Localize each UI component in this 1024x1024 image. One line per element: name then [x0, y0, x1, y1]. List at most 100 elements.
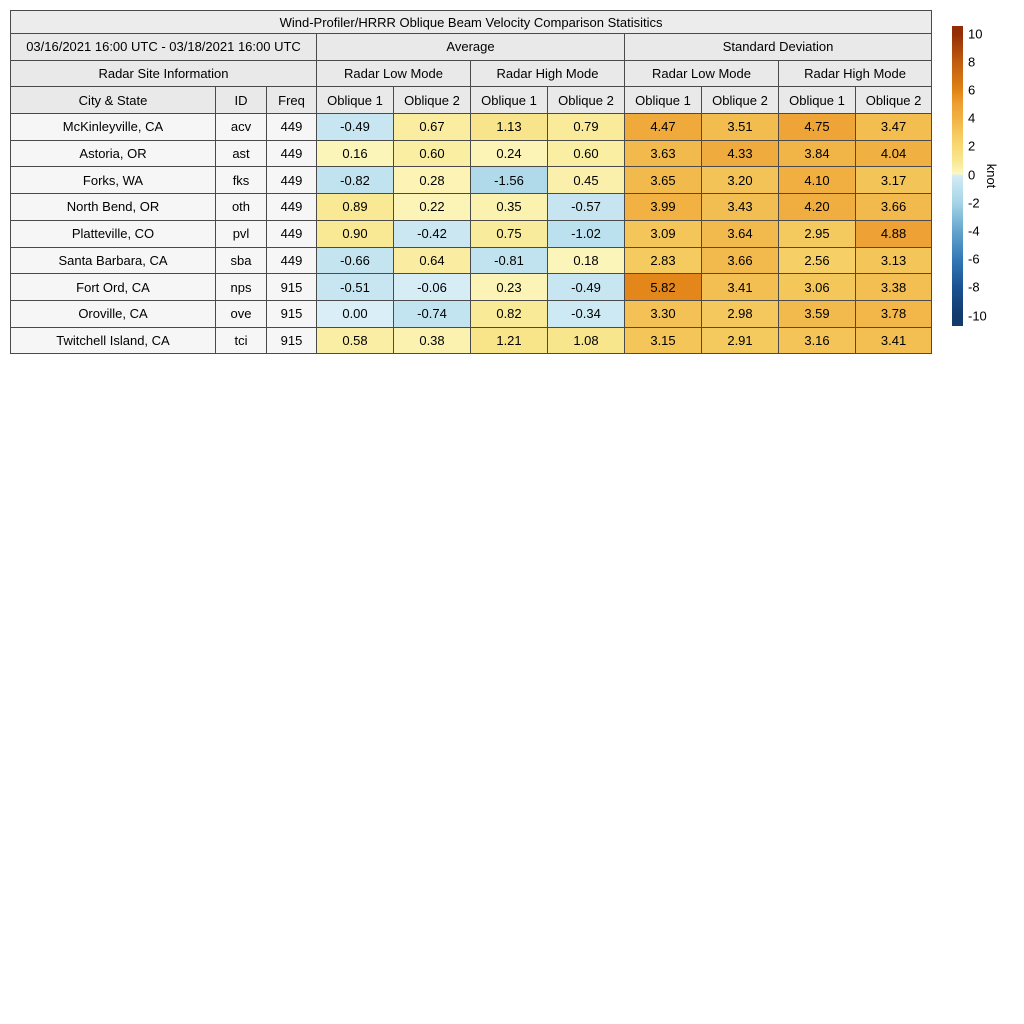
value-cell: 0.18 — [547, 246, 625, 275]
value-cell: 3.47 — [854, 113, 933, 141]
value-cell: 0.00 — [316, 299, 394, 328]
freq-cell: 449 — [266, 166, 317, 195]
date-range: 03/16/2021 16:00 UTC - 03/18/2021 16:00 … — [10, 33, 317, 61]
col-header-oblique1: Oblique 1 — [778, 86, 856, 115]
value-cell: -0.06 — [393, 273, 471, 301]
value-cell: 3.65 — [624, 166, 702, 195]
value-cell: 1.08 — [547, 326, 625, 355]
value-cell: 0.75 — [470, 219, 548, 248]
freq-cell: 915 — [266, 326, 317, 355]
table-header: Wind-Profiler/HRRR Oblique Beam Velocity… — [9, 10, 933, 115]
freq-cell: 449 — [266, 139, 317, 168]
value-cell: 0.35 — [470, 193, 548, 221]
colorbar-tick-label: 2 — [968, 138, 976, 154]
table-row: Fort Ord, CA nps 915 -0.51 -0.06 0.23 -0.49 5.8… — [10, 273, 933, 301]
value-cell: 3.63 — [624, 139, 702, 168]
colorbar-tick-label: -2 — [968, 195, 980, 211]
table-body: McKinleyville, CA acv 449 -0.49 0.67 1.13 0.79… — [10, 113, 933, 355]
value-cell: -0.51 — [316, 273, 394, 301]
colorbar-tick-label: 0 — [968, 167, 976, 182]
table-row: Astoria, OR ast 449 0.16 0.60 0.24 0.60 3.63 4.3… — [10, 139, 933, 168]
colorbar-tick-label: -8 — [968, 279, 980, 295]
value-cell: -0.34 — [547, 299, 625, 328]
col-header-city-state: City & State — [10, 86, 216, 115]
city-cell: McKinleyville, CA — [10, 113, 216, 141]
value-cell: 3.30 — [624, 299, 702, 328]
value-cell: 3.78 — [854, 299, 933, 328]
value-cell: 0.38 — [393, 326, 471, 355]
value-cell: 3.41 — [854, 326, 933, 355]
id-cell: ast — [215, 139, 267, 168]
col-header-oblique1: Oblique 1 — [316, 86, 394, 115]
col-header-oblique1: Oblique 1 — [470, 86, 548, 115]
value-cell: 4.88 — [854, 219, 933, 248]
value-cell: 0.58 — [316, 326, 394, 355]
stats-table: Wind-Profiler/HRRR Oblique Beam Velocity… — [9, 10, 933, 355]
col-header-oblique2: Oblique 2 — [393, 86, 471, 115]
value-cell: 0.90 — [316, 219, 394, 248]
value-cell: 0.16 — [316, 139, 394, 168]
id-cell: fks — [215, 166, 267, 195]
value-cell: 5.82 — [624, 273, 702, 301]
colorbar-gradient — [952, 26, 963, 326]
id-cell: ove — [215, 299, 267, 328]
value-cell: 4.33 — [701, 139, 779, 168]
value-cell: -0.74 — [393, 299, 471, 328]
section-header-radar-site: Radar Site Information — [10, 59, 317, 88]
value-cell: 2.83 — [624, 246, 702, 275]
value-cell: 4.75 — [778, 113, 856, 141]
value-cell: 3.20 — [701, 166, 779, 195]
table-row: McKinleyville, CA acv 449 -0.49 0.67 1.13 0.79… — [10, 113, 933, 141]
value-cell: 1.13 — [470, 113, 548, 141]
mode-header-avg-high: Radar High Mode — [470, 59, 625, 88]
col-header-oblique2: Oblique 2 — [854, 86, 933, 115]
value-cell: 3.41 — [701, 273, 779, 301]
value-cell: -0.49 — [547, 273, 625, 301]
colorbar-tick-label: 10 — [968, 26, 983, 41]
value-cell: 0.60 — [393, 139, 471, 168]
colorbar-unit-label: knot — [984, 163, 999, 189]
value-cell: 3.59 — [778, 299, 856, 328]
city-cell: Astoria, OR — [10, 139, 216, 168]
value-cell: 3.99 — [624, 193, 702, 221]
id-cell: tci — [215, 326, 267, 355]
value-cell: 3.66 — [701, 246, 779, 275]
value-cell: 0.82 — [470, 299, 548, 328]
value-cell: 3.43 — [701, 193, 779, 221]
col-header-freq: Freq — [266, 86, 317, 115]
value-cell: 0.67 — [393, 113, 471, 141]
value-cell: 3.17 — [854, 166, 933, 195]
group-header-std: Standard Deviation — [623, 33, 933, 61]
value-cell: 4.20 — [778, 193, 856, 221]
value-cell: 4.47 — [624, 113, 702, 141]
mode-header-std-low: Radar Low Mode — [624, 59, 779, 88]
value-cell: 3.06 — [778, 273, 856, 301]
city-cell: Platteville, CO — [10, 219, 216, 248]
value-cell: 4.04 — [854, 139, 933, 168]
value-cell: -0.81 — [470, 246, 548, 275]
value-cell: -1.02 — [547, 219, 625, 248]
value-cell: 0.24 — [470, 139, 548, 168]
value-cell: 0.45 — [547, 166, 625, 195]
id-cell: pvl — [215, 219, 267, 248]
table-row: Platteville, CO pvl 449 0.90 -0.42 0.75 -1.02 3… — [10, 219, 933, 248]
column-header-row: City & State ID Freq Oblique 1 Oblique 2… — [10, 86, 933, 115]
colorbar-tick-label: -4 — [968, 223, 980, 239]
col-header-oblique1: Oblique 1 — [624, 86, 702, 115]
id-cell: sba — [215, 246, 267, 275]
value-cell: 3.64 — [701, 219, 779, 248]
freq-cell: 449 — [266, 193, 317, 221]
table-row: Forks, WA fks 449 -0.82 0.28 -1.56 0.45 3.65 3.2… — [10, 166, 933, 195]
id-cell: acv — [215, 113, 267, 141]
col-header-oblique2: Oblique 2 — [547, 86, 625, 115]
value-cell: 4.10 — [778, 166, 856, 195]
colorbar-tick-label: 6 — [968, 82, 976, 98]
colorbar-tick-label: 8 — [968, 54, 976, 70]
mode-header-avg-low: Radar Low Mode — [316, 59, 471, 88]
table-row: Twitchell Island, CA tci 915 0.58 0.38 1.21 1.… — [10, 326, 933, 355]
value-cell: 3.51 — [701, 113, 779, 141]
city-cell: Fort Ord, CA — [10, 273, 216, 301]
value-cell: 2.91 — [701, 326, 779, 355]
title-row: Wind-Profiler/HRRR Oblique Beam Velocity… — [9, 10, 933, 34]
